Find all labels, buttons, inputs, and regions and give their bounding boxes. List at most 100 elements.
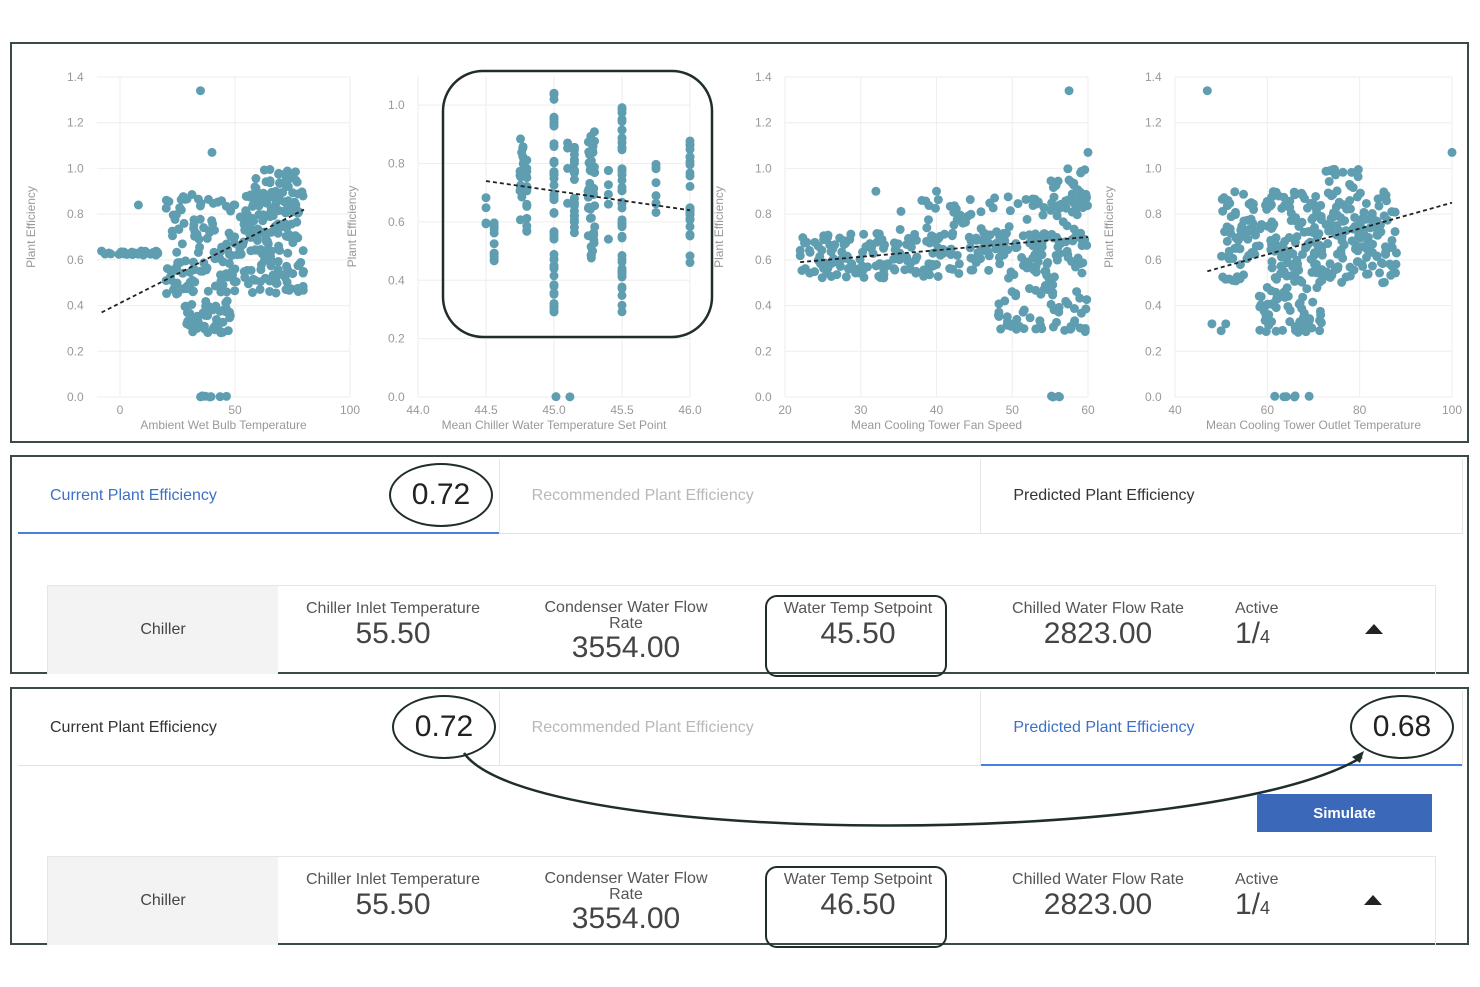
data-point bbox=[1361, 198, 1371, 208]
col-value: 45.50 bbox=[820, 617, 896, 650]
data-point bbox=[797, 266, 807, 276]
setpoint-highlight bbox=[765, 595, 947, 677]
condenser-water-flow-rate: Condenser Water Flow Rate 3554.00 bbox=[536, 600, 716, 664]
data-point bbox=[991, 238, 1001, 248]
data-point bbox=[865, 239, 875, 249]
data-point bbox=[1322, 267, 1332, 277]
data-point bbox=[685, 152, 695, 162]
data-point bbox=[1353, 172, 1363, 182]
data-point bbox=[1037, 238, 1047, 248]
predicted-efficiency-panel: Current Plant Efficiency Recommended Pla… bbox=[10, 687, 1469, 948]
data-point bbox=[1221, 319, 1231, 329]
data-point bbox=[569, 156, 579, 166]
col-label: Active bbox=[1235, 600, 1279, 617]
data-point bbox=[170, 214, 180, 224]
collapse-arrow-icon[interactable] bbox=[1364, 895, 1382, 905]
data-point bbox=[1345, 179, 1355, 189]
tab-recommended-plant-efficiency[interactable]: Recommended Plant Efficiency bbox=[500, 691, 982, 765]
tab-label: Current Plant Efficiency bbox=[50, 487, 217, 504]
data-point bbox=[273, 256, 283, 266]
data-point bbox=[1374, 201, 1384, 211]
data-point bbox=[839, 236, 849, 246]
active-total: 4 bbox=[1260, 627, 1271, 647]
data-point bbox=[1281, 392, 1291, 402]
data-point bbox=[1304, 391, 1314, 401]
data-point bbox=[239, 267, 249, 277]
data-point bbox=[966, 209, 976, 219]
data-point bbox=[167, 265, 177, 275]
data-point bbox=[182, 308, 192, 318]
data-point bbox=[1000, 296, 1010, 306]
data-point bbox=[549, 139, 559, 149]
data-point bbox=[1018, 231, 1028, 241]
data-point bbox=[1005, 206, 1015, 216]
y-tick-label: 1.0 bbox=[755, 161, 772, 175]
data-point bbox=[1312, 283, 1322, 293]
tab-recommended-plant-efficiency[interactable]: Recommended Plant Efficiency bbox=[500, 459, 982, 533]
data-point bbox=[896, 206, 906, 216]
data-point bbox=[1042, 270, 1052, 280]
y-tick-label: 0.8 bbox=[67, 207, 84, 221]
tab-predicted-plant-efficiency[interactable]: Predicted Plant Efficiency bbox=[981, 691, 1464, 766]
col-value: 55.50 bbox=[355, 617, 431, 650]
data-point bbox=[1325, 259, 1335, 269]
data-point bbox=[1352, 257, 1362, 267]
data-point bbox=[651, 191, 661, 201]
data-point bbox=[910, 255, 920, 265]
data-point bbox=[946, 244, 956, 254]
tab-current-plant-efficiency[interactable]: Current Plant Efficiency bbox=[18, 691, 500, 765]
simulate-button[interactable]: Simulate bbox=[1257, 794, 1432, 832]
data-point bbox=[895, 224, 905, 234]
y-tick-label: 0.0 bbox=[388, 390, 405, 404]
data-point bbox=[1011, 289, 1021, 299]
data-point bbox=[590, 222, 600, 232]
data-point bbox=[902, 252, 912, 262]
data-point bbox=[617, 300, 627, 310]
col-label: Condenser Water Flow Rate bbox=[544, 599, 708, 632]
data-point bbox=[1009, 270, 1019, 280]
chiller-inlet-temperature: Chiller Inlet Temperature 55.50 bbox=[288, 600, 498, 650]
data-point bbox=[858, 247, 868, 257]
tab-predicted-plant-efficiency[interactable]: Predicted Plant Efficiency bbox=[981, 459, 1464, 533]
data-point bbox=[968, 265, 978, 275]
active-count: Active 1/4 bbox=[1235, 600, 1279, 653]
data-point bbox=[1021, 194, 1031, 204]
data-point bbox=[930, 203, 940, 213]
data-point bbox=[871, 186, 881, 196]
data-point bbox=[685, 222, 695, 232]
data-point bbox=[617, 290, 627, 300]
tab-current-plant-efficiency[interactable]: Current Plant Efficiency bbox=[18, 459, 500, 534]
data-point bbox=[586, 156, 596, 166]
data-point bbox=[200, 310, 210, 320]
data-point bbox=[139, 249, 149, 259]
data-point bbox=[1267, 263, 1277, 273]
data-point bbox=[1246, 214, 1256, 224]
y-tick-label: 0.2 bbox=[388, 332, 405, 346]
data-point bbox=[569, 149, 579, 159]
data-point bbox=[240, 225, 250, 235]
y-tick-label: 0.0 bbox=[67, 390, 84, 404]
data-point bbox=[1335, 231, 1345, 241]
data-point bbox=[935, 250, 945, 260]
data-point bbox=[1256, 292, 1266, 302]
collapse-arrow-icon[interactable] bbox=[1365, 624, 1383, 634]
data-point bbox=[569, 175, 579, 185]
data-point bbox=[958, 218, 968, 228]
data-point bbox=[685, 230, 695, 240]
data-point bbox=[1359, 207, 1369, 217]
arrow-curve bbox=[462, 752, 1363, 827]
data-point bbox=[1306, 198, 1316, 208]
data-point bbox=[549, 271, 559, 281]
data-point bbox=[549, 168, 559, 178]
col-label: Condenser Water Flow Rate bbox=[544, 870, 708, 903]
data-point bbox=[911, 266, 921, 276]
data-point bbox=[1235, 274, 1245, 284]
data-point bbox=[116, 248, 126, 258]
data-point bbox=[288, 269, 298, 279]
data-point bbox=[1307, 214, 1317, 224]
data-point bbox=[271, 288, 281, 298]
x-tick-label: 60 bbox=[1081, 403, 1095, 417]
data-point bbox=[516, 134, 526, 144]
data-point bbox=[1069, 304, 1079, 314]
data-point bbox=[247, 288, 257, 298]
